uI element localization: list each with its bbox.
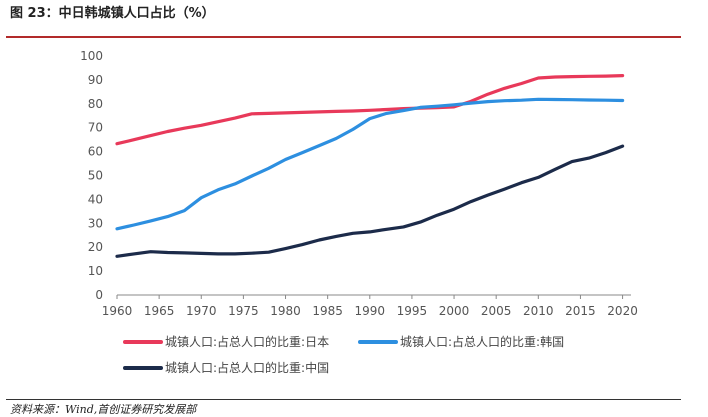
- y-tick-label: 30: [88, 216, 103, 230]
- x-tick-label: 1980: [270, 304, 301, 318]
- legend-label: 城镇人口:占总人口的比重:中国: [165, 360, 329, 375]
- y-tick-label: 40: [88, 192, 103, 206]
- y-tick-label: 50: [88, 169, 103, 183]
- x-tick-label: 1960: [102, 304, 133, 318]
- axes: 0 10 20 30 40 50 60 70 80 90 100 1960 1965 1970 1975 19…: [80, 49, 638, 318]
- y-tick-label: 90: [88, 73, 103, 87]
- series-line-2: [115, 144, 625, 258]
- x-tick-label: 2010: [523, 304, 554, 318]
- x-tick-label: 2015: [565, 304, 596, 318]
- x-tick-label: 2000: [439, 304, 470, 318]
- series-line-1: [115, 97, 625, 231]
- y-tick-label: 100: [80, 49, 103, 63]
- series-lines: [115, 73, 625, 258]
- title-divider: [6, 36, 681, 38]
- series-line-0: [115, 73, 625, 146]
- legend: 城镇人口:占总人口的比重:日本 城镇人口:占总人口的比重:韩国城镇人口:占总人口的…: [123, 334, 564, 375]
- x-tick-label: 2005: [481, 304, 512, 318]
- legend-label: 城镇人口:占总人口的比重:日本: [165, 334, 329, 349]
- y-tick-label: 0: [95, 288, 103, 302]
- x-tick-label: 1965: [144, 304, 175, 318]
- x-tick-label: 1975: [228, 304, 259, 318]
- x-tick-label: 1990: [355, 304, 386, 318]
- x-tick-label: 1985: [312, 304, 343, 318]
- source-note: 资料来源：Wind,首创证券研究发展部: [10, 403, 197, 416]
- x-tick-label: 1995: [397, 304, 428, 318]
- y-tick-label: 80: [88, 97, 103, 111]
- x-tick-label: 1970: [186, 304, 217, 318]
- footer-divider: [6, 399, 681, 400]
- y-tick-label: 10: [88, 264, 103, 278]
- legend-label: 城镇人口:占总人口的比重:韩国: [400, 334, 564, 349]
- x-tick-label: 2020: [607, 304, 638, 318]
- y-tick-label: 60: [88, 145, 103, 159]
- y-tick-label: 70: [88, 121, 103, 135]
- chart-title: 图 23：中日韩城镇人口占比（%）: [10, 6, 215, 21]
- y-tick-label: 20: [88, 240, 103, 254]
